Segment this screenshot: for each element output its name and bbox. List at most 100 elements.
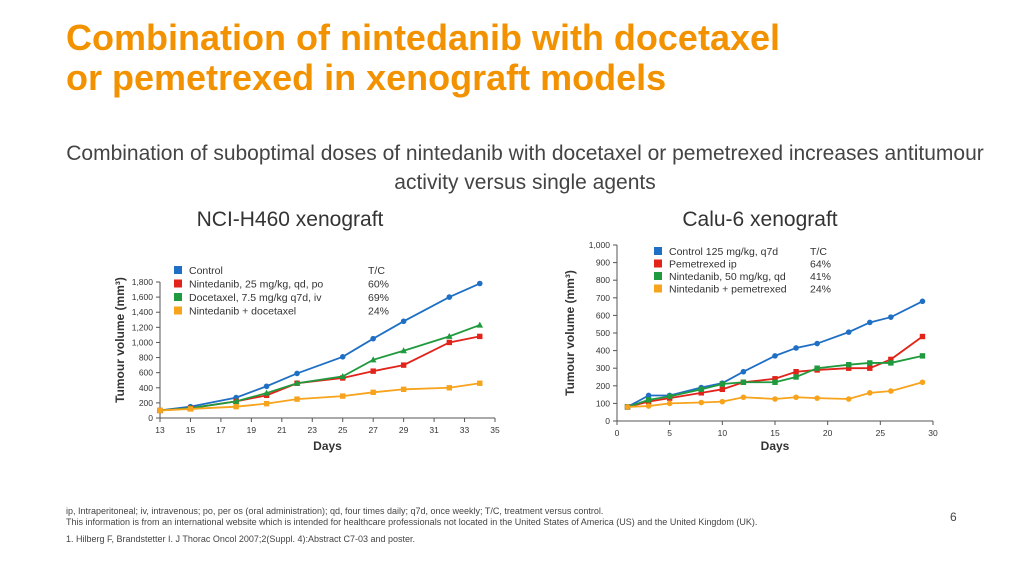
chart2-series-2-point bbox=[867, 365, 873, 371]
chart2-legend-label: Pemetrexed ip bbox=[669, 259, 737, 271]
chart1-y-tick-label: 1,800 bbox=[132, 277, 154, 287]
chart1-y-tick-label: 200 bbox=[139, 398, 153, 408]
chart2-series-3-point bbox=[888, 360, 894, 366]
chart1-series-2-line bbox=[159, 335, 480, 412]
chart2-series-1-point bbox=[845, 329, 852, 335]
chart1-x-tick-label: 23 bbox=[308, 425, 318, 435]
chart1-legend-label: Docetaxel, 7.5 mg/kg q7d, iv bbox=[189, 292, 322, 304]
chart2-title: Calu-6 xenograft bbox=[682, 208, 838, 231]
chart2-y-tick-label: 200 bbox=[596, 381, 610, 391]
chart1-y-tick-label: 400 bbox=[139, 383, 153, 393]
chart1-legend-label: Nintedanib + docetaxel bbox=[189, 306, 296, 318]
chart1-series-1-point bbox=[339, 354, 346, 360]
chart1-series-4-line bbox=[159, 382, 480, 412]
chart2-y-tick-label: 800 bbox=[596, 275, 610, 285]
chart2-series-3-point bbox=[919, 353, 926, 359]
chart2-legend-tc-value: 24% bbox=[810, 284, 831, 296]
footnote-info: This information is from an internationa… bbox=[66, 517, 758, 527]
chart1-series-3-point bbox=[369, 356, 377, 363]
footnote-reference: 1. Hilberg F, Brandstetter I. J Thorac O… bbox=[66, 534, 416, 544]
chart2-series-1-point bbox=[772, 353, 778, 359]
chart2-y-tick-label: 100 bbox=[596, 398, 610, 408]
chart1-y-tick-label: 600 bbox=[139, 368, 153, 378]
chart1-x-tick-label: 13 bbox=[155, 425, 165, 435]
chart2-x-tick-label: 5 bbox=[667, 428, 672, 438]
slide-title: Combination of nintedanib with docetaxel… bbox=[66, 18, 966, 98]
chart1-legend-tc-value: 60% bbox=[368, 279, 389, 291]
chart1-series-3-point bbox=[339, 372, 347, 379]
chart1-series-2-point bbox=[400, 362, 407, 368]
chart2-series-2-point bbox=[846, 365, 852, 371]
chart1-x-axis-label: Days bbox=[313, 439, 342, 453]
slide-title-line1: Combination of nintedanib with docetaxel bbox=[66, 17, 781, 58]
chart2-series-3-point bbox=[698, 386, 704, 393]
chart1-series-1-point bbox=[294, 370, 300, 377]
chart1-series-1-point bbox=[263, 383, 270, 390]
chart2-y-tick-label: 400 bbox=[596, 346, 610, 356]
chart1-series-4-point bbox=[340, 393, 346, 399]
chart2-series-1-point bbox=[793, 345, 799, 351]
chart2-series-2-point bbox=[719, 386, 726, 393]
chart1-series-1-point bbox=[370, 335, 376, 342]
chart2-series-4-point bbox=[919, 379, 926, 386]
chart1-legend-swatch bbox=[174, 266, 182, 274]
chart1-x-tick-label: 15 bbox=[186, 425, 196, 435]
chart2-y-tick-label: 900 bbox=[596, 258, 610, 268]
chart2-series-1-point bbox=[645, 392, 652, 399]
chart2-series-4-point bbox=[666, 400, 673, 407]
chart1-series-3-point bbox=[293, 379, 301, 386]
chart2-series-3-point bbox=[814, 365, 820, 371]
page-number: 6 bbox=[950, 510, 957, 524]
chart1-series-4-point bbox=[400, 386, 407, 392]
chart2-y-tick-label: 600 bbox=[596, 310, 610, 320]
chart1-series-4-point bbox=[370, 389, 376, 396]
chart1-y-tick-label: 0 bbox=[148, 413, 153, 423]
chart2-y-tick-label: 500 bbox=[596, 328, 610, 338]
chart2-series-1-point bbox=[867, 319, 873, 326]
chart2-x-tick-label: 25 bbox=[876, 428, 886, 438]
slide-title-line2: or pemetrexed in xenograft models bbox=[66, 57, 667, 98]
footnote-abbreviations: ip, Intraperitoneal; iv, intravenous; po… bbox=[66, 506, 604, 516]
chart1-x-tick-label: 27 bbox=[368, 425, 378, 435]
chart1-x-tick-label: 29 bbox=[399, 425, 409, 435]
chart2-series-3-point bbox=[846, 361, 852, 368]
chart1-x-tick-label: 33 bbox=[460, 425, 470, 435]
chart2-legend-tc-value: 64% bbox=[810, 259, 831, 271]
chart2-series-4-point bbox=[814, 395, 820, 401]
chart2-y-tick-label: 300 bbox=[596, 363, 610, 373]
chart2-series-2-point bbox=[888, 356, 894, 363]
chart1-x-tick-label: 25 bbox=[338, 425, 348, 435]
chart2-legend-label: Control 125 mg/kg, q7d bbox=[669, 246, 778, 258]
chart2-x-tick-label: 30 bbox=[928, 428, 938, 438]
chart1-y-tick-label: 1,400 bbox=[132, 307, 154, 317]
chart2-legend-label: Nintedanib + pemetrexed bbox=[669, 284, 787, 296]
chart1-legend-swatch bbox=[174, 293, 182, 301]
chart1-series-2-point bbox=[370, 368, 376, 374]
chart2-series-4-point bbox=[645, 403, 652, 409]
chart2-series-2-point bbox=[698, 390, 704, 396]
chart2-series-3-point bbox=[793, 374, 799, 380]
chart2-series-2-point bbox=[919, 333, 926, 340]
chart1-y-tick-label: 1,000 bbox=[132, 337, 154, 347]
chart1-series-4-point bbox=[477, 380, 483, 386]
chart2-y-tick-label: 0 bbox=[605, 416, 610, 426]
chart2-series-1-point bbox=[814, 340, 820, 347]
chart2-series-4-point bbox=[867, 390, 873, 396]
chart2-series-1-point bbox=[740, 368, 747, 375]
chart1-y-tick-label: 1,200 bbox=[132, 322, 154, 332]
chart1-y-tick-label: 800 bbox=[139, 353, 153, 363]
chart2-series-4-point bbox=[740, 394, 747, 401]
chart1-legend-label: Nintedanib, 25 mg/kg, qd, po bbox=[189, 279, 323, 291]
chart1-series-1-point bbox=[446, 294, 453, 300]
chart2-x-tick-label: 20 bbox=[823, 428, 833, 438]
chart1-series-1-line bbox=[159, 282, 481, 412]
chart1-series-3-point bbox=[476, 321, 484, 328]
chart2-x-axis-label: Days bbox=[761, 439, 790, 453]
chart1-series-4-point bbox=[294, 396, 300, 402]
chart1-legend-swatch bbox=[174, 306, 182, 315]
chart2-series-3-point bbox=[645, 397, 652, 403]
chart2-y-tick-label: 1,000 bbox=[589, 240, 611, 250]
chart2-legend-swatch bbox=[654, 247, 662, 255]
chart1-series-4-point bbox=[157, 407, 163, 414]
